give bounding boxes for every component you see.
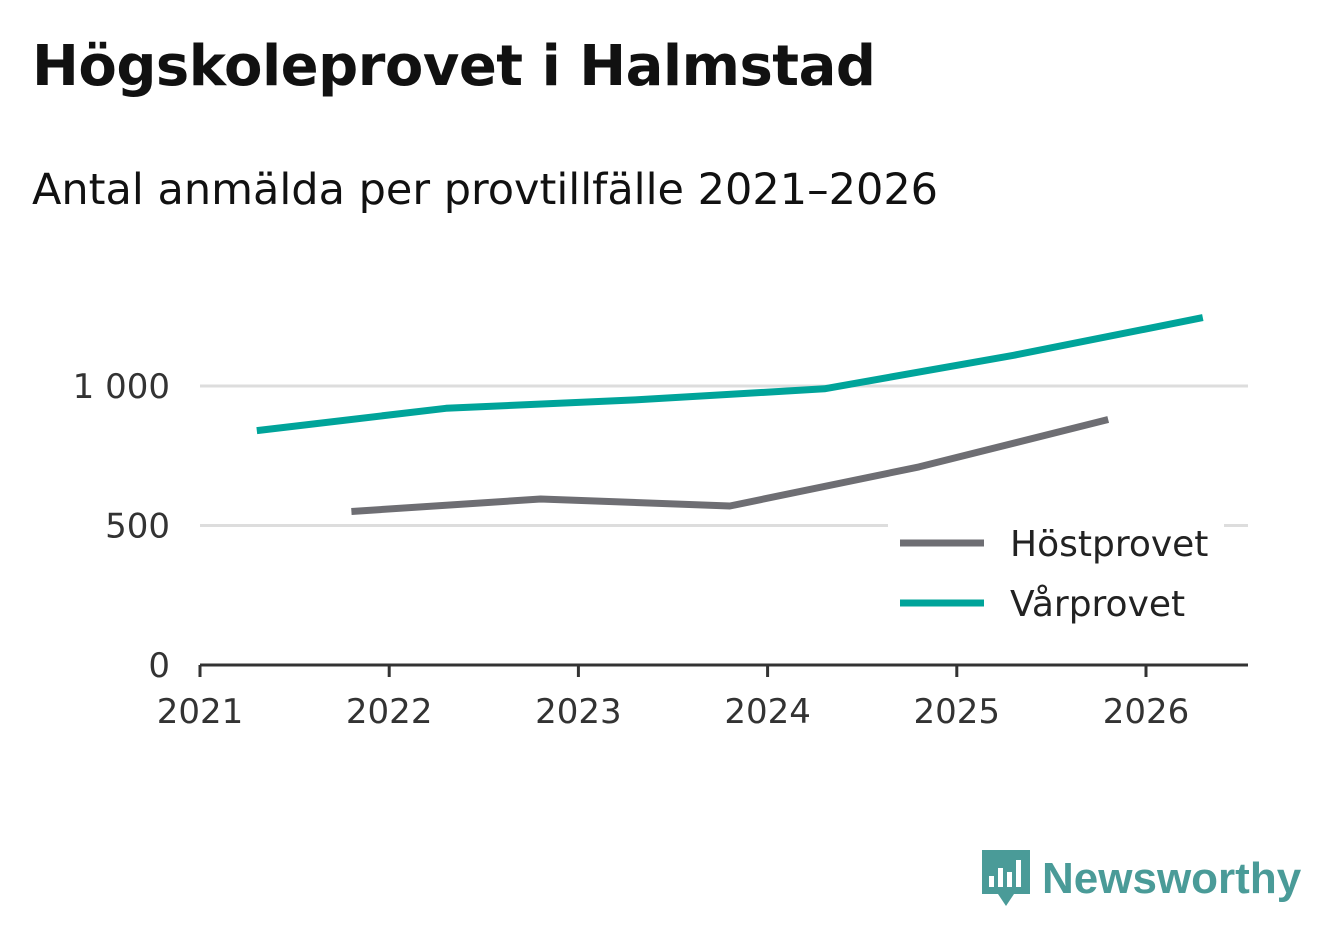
newsworthy-logo-text: Newsworthy: [1042, 854, 1302, 903]
chart-title: Högskoleprovet i Halmstad: [32, 34, 876, 99]
x-axis-tick-labels: 2021 2022 2023 2024 2025 2026: [157, 692, 1190, 732]
newsworthy-logo-icon: [982, 850, 1030, 906]
x-tick-label-2026: 2026: [1103, 692, 1190, 732]
legend-label-varprovet: Vårprovet: [1010, 584, 1185, 625]
series-line-varprovet: [256, 314, 1204, 435]
chart-subtitle: Antal anmälda per provtillfälle 2021–202…: [32, 165, 939, 215]
newsworthy-logo: Newsworthy: [980, 848, 1301, 910]
x-tick-label-2023: 2023: [535, 692, 622, 732]
y-axis-tick-labels: 0 500 1 000: [73, 367, 170, 686]
x-tick-label-2022: 2022: [346, 692, 433, 732]
y-tick-label-0: 0: [148, 646, 170, 686]
legend: Höstprovet Vårprovet: [888, 520, 1224, 632]
x-tick-label-2025: 2025: [914, 692, 1001, 732]
x-tick-label-2024: 2024: [724, 692, 811, 732]
x-tick-label-2021: 2021: [157, 692, 244, 732]
y-tick-label-500: 500: [105, 507, 170, 547]
legend-label-hostprovet: Höstprovet: [1010, 524, 1208, 565]
legend-background: [888, 520, 1224, 632]
x-axis: [198, 663, 1248, 677]
series-line-hostprovet: [351, 416, 1110, 515]
series-lines: [256, 314, 1204, 515]
y-tick-label-1000: 1 000: [73, 367, 170, 407]
